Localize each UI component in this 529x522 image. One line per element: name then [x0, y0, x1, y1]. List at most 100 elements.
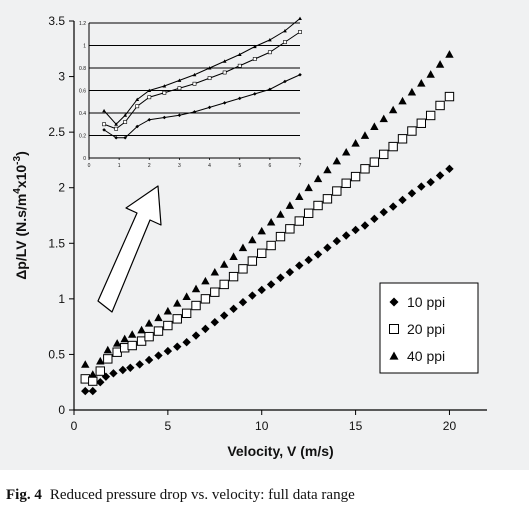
y-axis-label-part: -3 [12, 155, 23, 164]
data-point [173, 299, 182, 307]
data-point [398, 96, 407, 105]
inset-y-tick-label: 0.4 [79, 111, 86, 117]
data-point [304, 255, 313, 265]
data-point [248, 291, 257, 300]
data-point [360, 221, 370, 230]
data-point [103, 354, 113, 364]
inset-data-point [283, 28, 287, 33]
y-axis-label-part: Δp/LV (N.s/m [13, 194, 29, 280]
inset-y-tick-label: 0.8 [79, 66, 86, 72]
data-point [342, 231, 351, 240]
legend-label: 10 ppi [407, 294, 445, 310]
data-point [379, 207, 388, 217]
inset-x-tick-label: 5 [238, 163, 241, 169]
inset-data-point [298, 30, 302, 34]
data-point [247, 256, 258, 266]
data-point [398, 195, 407, 205]
data-point [228, 271, 239, 282]
y-tick-label: 1.5 [48, 236, 65, 250]
inset-data-point [268, 87, 272, 92]
inset-data-point [283, 79, 287, 84]
data-point [313, 174, 323, 183]
data-point [126, 363, 135, 372]
data-point [112, 339, 122, 347]
data-point [445, 164, 454, 174]
data-point [154, 313, 163, 322]
data-point [210, 267, 219, 276]
data-point [388, 141, 398, 152]
data-point [417, 182, 426, 191]
data-point [238, 297, 248, 307]
inset-y-tick-label: 1.2 [79, 21, 86, 27]
data-point [388, 202, 398, 211]
inset-y-tick-label: 0 [83, 156, 86, 162]
data-point [322, 194, 333, 204]
data-point [144, 331, 154, 342]
data-point [163, 346, 173, 356]
inset-data-point [135, 97, 140, 101]
data-point [96, 356, 105, 365]
data-point [88, 376, 98, 386]
data-point [295, 261, 304, 270]
data-point [127, 340, 137, 351]
inset-y-tick-label: 0.6 [79, 89, 86, 95]
data-point [303, 208, 314, 218]
figure-caption: Fig. 4 Reduced pressure drop vs. velocity… [6, 487, 355, 504]
x-tick-label: 15 [349, 419, 363, 433]
data-point [370, 122, 379, 130]
data-point [275, 231, 286, 242]
inset-data-point [207, 76, 212, 81]
y-tick-label: 0 [58, 403, 65, 417]
data-point [426, 177, 435, 187]
data-point [342, 147, 351, 156]
y-axis-label-part: 4 [12, 188, 23, 194]
data-point [182, 338, 191, 347]
data-point [191, 331, 201, 340]
inset-data-point [192, 72, 197, 77]
data-point [445, 50, 454, 58]
inset-data-point [135, 104, 140, 109]
data-point [351, 139, 360, 147]
data-point [294, 216, 304, 226]
data-point [435, 171, 445, 180]
data-point [332, 186, 342, 196]
x-tick-label: 0 [71, 419, 78, 433]
y-axis-label-part: x10 [13, 165, 29, 189]
data-point [153, 326, 164, 336]
y-tick-label: 2 [58, 181, 65, 195]
data-point [332, 156, 342, 165]
inset-data-point [207, 66, 212, 70]
data-point [238, 264, 248, 274]
x-tick-label: 5 [165, 419, 172, 433]
inset-data-point [123, 113, 128, 117]
data-point [323, 165, 332, 174]
data-point [96, 378, 105, 387]
data-point [219, 311, 229, 320]
data-point [360, 164, 370, 174]
data-point [163, 320, 173, 331]
data-point [295, 192, 304, 200]
inset-data-point [147, 117, 152, 122]
data-point [219, 279, 229, 290]
data-point [285, 267, 295, 277]
x-tick-label: 20 [443, 419, 457, 433]
caption-label: Fig. 4 [6, 487, 42, 503]
inset-data-point [147, 88, 152, 92]
inset-data-point [283, 40, 287, 45]
inset-y-tick-label: 1 [83, 44, 86, 50]
data-point [144, 355, 154, 365]
data-point [416, 118, 426, 128]
inset-data-point [102, 128, 106, 132]
legend-label: 40 ppi [407, 348, 445, 364]
data-point [407, 189, 417, 198]
data-point [360, 131, 370, 139]
data-point [350, 171, 361, 182]
inset-data-point [267, 50, 272, 55]
data-point [200, 294, 211, 304]
inset-data-point [123, 135, 127, 140]
data-point [191, 300, 201, 311]
data-point [313, 250, 323, 259]
data-point [88, 386, 97, 396]
data-point [120, 334, 129, 343]
